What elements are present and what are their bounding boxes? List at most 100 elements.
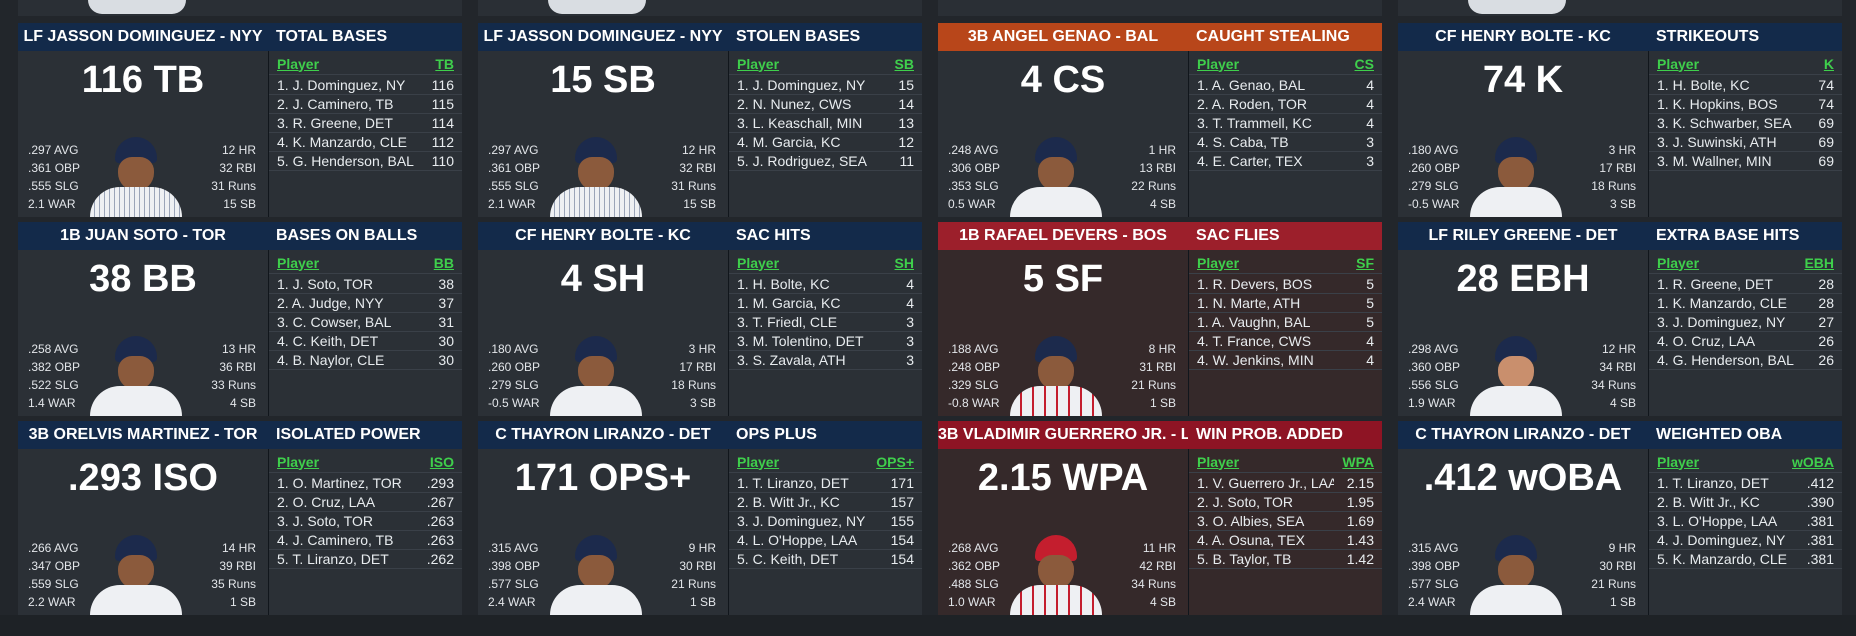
row-player[interactable]: 1. H. Bolte, KC (1657, 77, 1750, 93)
table-row[interactable]: 4. T. France, CWS 4 (1189, 332, 1382, 351)
column-player[interactable]: Player (1197, 453, 1240, 470)
row-player[interactable]: 3. O. Albies, SEA (1197, 513, 1305, 529)
table-row[interactable]: 1. K. Hopkins, BOS 74 (1649, 95, 1842, 114)
row-player[interactable]: 4. W. Jenkins, MIN (1197, 352, 1314, 368)
player-name-label[interactable]: C THAYRON LIRANZO - DET (495, 426, 711, 443)
row-player[interactable]: 4. E. Carter, TEX (1197, 153, 1303, 169)
player-photo[interactable] (546, 336, 646, 416)
leader-card[interactable]: C THAYRON LIRANZO - DET WEIGHTED OBA .412 … (1398, 421, 1842, 615)
player-name-label[interactable]: 3B VLADIMIR GUERRERO JR. - LAA (938, 426, 1188, 443)
row-player[interactable]: 5. G. Henderson, BAL (277, 153, 414, 169)
table-row[interactable]: 3. J. Dominguez, NY 155 (729, 512, 922, 531)
leader-card[interactable]: 1B JUAN SOTO - TOR BASES ON BALLS 38 BB .25… (18, 222, 462, 416)
row-player[interactable]: 4. C. Keith, DET (277, 333, 379, 349)
row-player[interactable]: 3. R. Greene, DET (277, 115, 393, 131)
column-stat[interactable]: EBH (1804, 254, 1834, 271)
player-photo[interactable] (1466, 535, 1566, 615)
row-player[interactable]: 1. R. Greene, DET (1657, 276, 1773, 292)
table-row[interactable]: 1. T. Liranzo, DET 171 (729, 474, 922, 493)
row-player[interactable]: 4. M. Garcia, KC (737, 134, 841, 150)
table-row[interactable]: 1. J. Dominguez, NY 15 (729, 76, 922, 95)
player-name-label[interactable]: LF RILEY GREENE - DET (1428, 227, 1618, 244)
table-row[interactable]: 1. M. Garcia, KC 4 (729, 294, 922, 313)
player-photo[interactable] (86, 137, 186, 217)
column-stat[interactable]: SH (894, 254, 914, 271)
player-photo[interactable] (1006, 137, 1106, 217)
row-player[interactable]: 4. O. Cruz, LAA (1657, 333, 1756, 349)
table-row[interactable]: 3. O. Albies, SEA 1.69 (1189, 512, 1382, 531)
table-row[interactable]: 2. A. Roden, TOR 4 (1189, 95, 1382, 114)
column-player[interactable]: Player (1197, 254, 1240, 271)
table-row[interactable]: 3. J. Dominguez, NY 27 (1649, 313, 1842, 332)
table-row[interactable]: 1. A. Genao, BAL 4 (1189, 76, 1382, 95)
table-row[interactable]: 4. A. Osuna, TEX 1.43 (1189, 531, 1382, 550)
column-player[interactable]: Player (737, 453, 780, 470)
row-player[interactable]: 4. S. Caba, TB (1197, 134, 1289, 150)
table-row[interactable]: 1. H. Bolte, KC 74 (1649, 76, 1842, 95)
table-row[interactable]: 3. L. Keaschall, MIN 13 (729, 114, 922, 133)
row-player[interactable]: 3. L. Keaschall, MIN (737, 115, 863, 131)
player-name-label[interactable]: LF JASSON DOMINGUEZ - NYY (483, 28, 723, 45)
table-row[interactable]: 3. C. Cowser, BAL 31 (269, 313, 462, 332)
row-player[interactable]: 2. J. Caminero, TB (277, 96, 394, 112)
column-stat[interactable]: K (1823, 55, 1834, 72)
row-player[interactable]: 1. T. Liranzo, DET (737, 475, 849, 491)
row-player[interactable]: 1. H. Bolte, KC (737, 276, 830, 292)
table-row[interactable]: 5. J. Rodriguez, SEA 11 (729, 152, 922, 171)
row-player[interactable]: 3. M. Tolentino, DET (737, 333, 864, 349)
table-row[interactable]: 3. M. Wallner, MIN 69 (1649, 152, 1842, 171)
table-row[interactable]: 2. J. Soto, TOR 1.95 (1189, 493, 1382, 512)
table-row[interactable]: 3. M. Tolentino, DET 3 (729, 332, 922, 351)
column-player[interactable]: Player (1657, 254, 1700, 271)
player-name-label[interactable]: CF HENRY BOLTE - KC (515, 227, 691, 244)
table-row[interactable]: 4. E. Carter, TEX 3 (1189, 152, 1382, 171)
row-player[interactable]: 4. B. Naylor, CLE (277, 352, 385, 368)
table-row[interactable]: 1. H. Bolte, KC 4 (729, 275, 922, 294)
table-row[interactable]: 1. R. Greene, DET 28 (1649, 275, 1842, 294)
column-stat[interactable]: TB (435, 55, 454, 72)
table-row[interactable]: 5. K. Manzardo, CLE .381 (1649, 550, 1842, 569)
table-row[interactable]: 4. J. Caminero, TB .263 (269, 531, 462, 550)
table-row[interactable]: 3. J. Soto, TOR .263 (269, 512, 462, 531)
column-player[interactable]: Player (277, 55, 320, 72)
player-name-label[interactable]: 1B RAFAEL DEVERS - BOS (959, 227, 1167, 244)
row-player[interactable]: 2. B. Witt Jr., KC (1657, 494, 1760, 510)
player-name-label[interactable]: LF JASSON DOMINGUEZ - NYY (23, 28, 263, 45)
table-row[interactable]: 1. R. Devers, BOS 5 (1189, 275, 1382, 294)
column-stat[interactable]: WPA (1342, 453, 1374, 470)
player-photo[interactable] (1006, 535, 1106, 615)
row-player[interactable]: 3. J. Soto, TOR (277, 513, 373, 529)
table-row[interactable]: 1. J. Soto, TOR 38 (269, 275, 462, 294)
row-player[interactable]: 1. V. Guerrero Jr., LAA (1197, 475, 1334, 491)
row-player[interactable]: 4. A. Osuna, TEX (1197, 532, 1305, 548)
column-stat[interactable]: SB (894, 55, 914, 72)
row-player[interactable]: 4. J. Caminero, TB (277, 532, 394, 548)
leader-card[interactable]: C THAYRON LIRANZO - DET OPS PLUS 171 OPS+.… (478, 421, 922, 615)
column-player[interactable]: Player (277, 453, 320, 470)
table-row[interactable]: 1. V. Guerrero Jr., LAA 2.15 (1189, 474, 1382, 493)
table-row[interactable]: 1. N. Marte, ATH 5 (1189, 294, 1382, 313)
table-row[interactable]: 2. B. Witt Jr., KC .390 (1649, 493, 1842, 512)
column-stat[interactable]: wOBA (1792, 453, 1834, 470)
table-row[interactable]: 5. T. Liranzo, DET .262 (269, 550, 462, 569)
table-row[interactable]: 4. J. Dominguez, NY .381 (1649, 531, 1842, 550)
row-player[interactable]: 2. A. Judge, NYY (277, 295, 384, 311)
row-player[interactable]: 3. J. Dominguez, NY (737, 513, 866, 529)
table-row[interactable]: 5. C. Keith, DET 154 (729, 550, 922, 569)
row-player[interactable]: 5. K. Manzardo, CLE (1657, 551, 1787, 567)
row-player[interactable]: 5. C. Keith, DET (737, 551, 839, 567)
row-player[interactable]: 3. T. Trammell, KC (1197, 115, 1312, 131)
table-row[interactable]: 3. T. Friedl, CLE 3 (729, 313, 922, 332)
row-player[interactable]: 2. A. Roden, TOR (1197, 96, 1307, 112)
table-row[interactable]: 2. B. Witt Jr., KC 157 (729, 493, 922, 512)
table-row[interactable]: 2. J. Caminero, TB 115 (269, 95, 462, 114)
table-row[interactable]: 4. O. Cruz, LAA 26 (1649, 332, 1842, 351)
table-row[interactable]: 3. L. O'Hoppe, LAA .381 (1649, 512, 1842, 531)
leader-card[interactable]: LF JASSON DOMINGUEZ - NYY STOLEN BASES 15 … (478, 23, 922, 217)
column-player[interactable]: Player (737, 254, 780, 271)
table-row[interactable]: 2. O. Cruz, LAA .267 (269, 493, 462, 512)
row-player[interactable]: 1. J. Soto, TOR (277, 276, 373, 292)
row-player[interactable]: 1. R. Devers, BOS (1197, 276, 1313, 292)
row-player[interactable]: 1. M. Garcia, KC (737, 295, 841, 311)
row-player[interactable]: 1. T. Liranzo, DET (1657, 475, 1769, 491)
